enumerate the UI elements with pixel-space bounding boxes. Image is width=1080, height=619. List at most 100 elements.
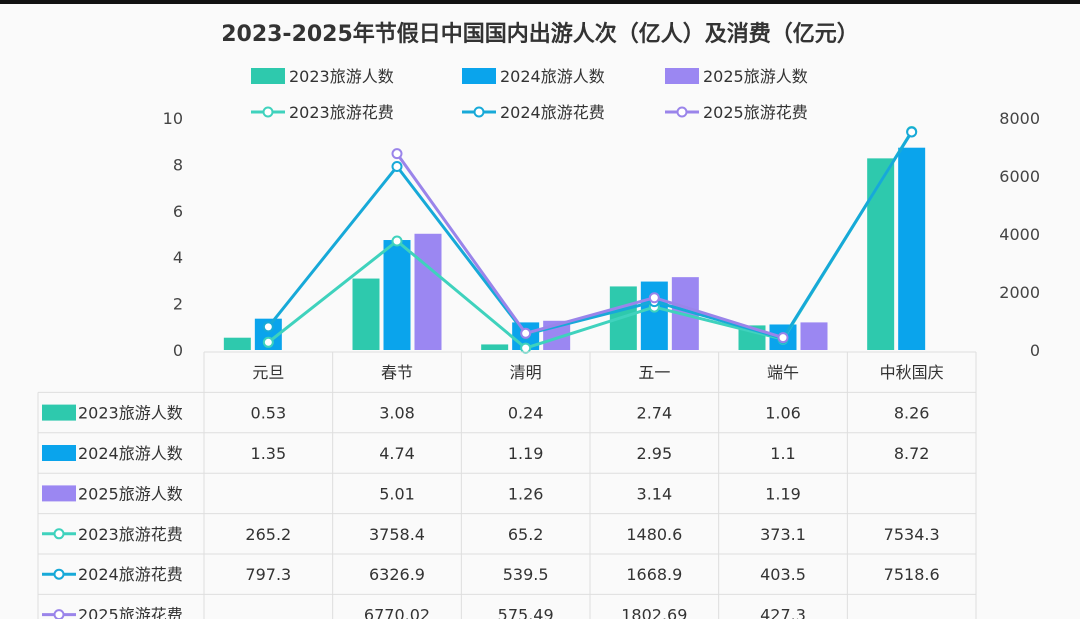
bar — [383, 240, 411, 350]
right-axis-tick: 0 — [1030, 341, 1040, 360]
table-cell: 575.49 — [498, 606, 554, 619]
row-swatch-marker — [53, 528, 65, 540]
table-cell: 1480.6 — [626, 525, 682, 544]
line-point — [648, 292, 660, 304]
table-cell: 427.3 — [760, 606, 806, 619]
table-cell: 373.1 — [760, 525, 806, 544]
line-series — [262, 126, 918, 354]
category-label: 五一 — [638, 363, 670, 382]
table-cell: 3.08 — [379, 404, 415, 423]
left-axis-tick: 6 — [173, 202, 183, 221]
table-cell: 6770.02 — [364, 606, 430, 619]
left-y-axis: 0 2 4 6 8 10 — [163, 109, 183, 360]
table-cell: 539.5 — [503, 565, 549, 584]
legend-swatch — [251, 68, 285, 84]
right-y-axis: 0 2000 4000 6000 8000 — [999, 109, 1040, 360]
bar — [414, 233, 442, 350]
table-cell: 797.3 — [245, 565, 291, 584]
line-point — [391, 235, 403, 247]
left-axis-tick: 4 — [173, 248, 183, 267]
table-cell: 6326.9 — [369, 565, 425, 584]
table-cell: 7534.3 — [884, 525, 940, 544]
bar — [898, 147, 926, 350]
row-series-label: 2023旅游花费 — [78, 525, 183, 544]
legend-label: 2024旅游人数 — [500, 67, 605, 86]
line-point — [906, 126, 918, 138]
row-swatch — [42, 485, 76, 502]
table-cell: 2.74 — [637, 404, 673, 423]
row-swatch — [42, 404, 76, 421]
category-label: 端午 — [767, 363, 799, 382]
chart-title: 2023-2025年节假日中国国内出游人次（亿人）及消费（亿元） — [221, 22, 859, 47]
table-cell: 1.26 — [508, 484, 544, 503]
bar — [867, 158, 895, 350]
table-cell: 265.2 — [245, 525, 291, 544]
line-point — [262, 321, 274, 333]
right-axis-tick: 6000 — [999, 167, 1040, 186]
table-cell: 1802.69 — [621, 606, 687, 619]
left-axis-tick: 0 — [173, 341, 183, 360]
table-cell: 1668.9 — [626, 565, 682, 584]
bar — [352, 278, 380, 350]
table-cell: 1.06 — [765, 404, 801, 423]
table-cell: 3758.4 — [369, 525, 425, 544]
row-series-label: 2024旅游人数 — [78, 444, 183, 463]
line-point — [391, 148, 403, 160]
bar — [640, 281, 668, 350]
table-cell: 1.19 — [765, 484, 801, 503]
table-cell: 3.14 — [637, 484, 673, 503]
data-table: 元旦 春节 清明 五一 端午 中秋国庆 2023旅游人数 0.53 3.08 0.24 2.74 1.… — [37, 351, 977, 619]
row-series-label: 2025旅游花费 — [78, 606, 183, 619]
row-series-label: 2023旅游人数 — [78, 404, 183, 423]
series-line — [395, 152, 784, 340]
left-axis-tick: 10 — [163, 109, 183, 128]
table-cell: 8.26 — [894, 404, 930, 423]
category-label: 元旦 — [252, 363, 284, 382]
table-cell: 0.53 — [251, 404, 287, 423]
table-cell: 1.35 — [251, 444, 287, 463]
series-line — [267, 131, 913, 340]
right-axis-tick: 4000 — [999, 225, 1040, 244]
legend-label: 2025旅游花费 — [703, 103, 808, 122]
line-point — [777, 332, 789, 344]
row-swatch-marker — [53, 609, 65, 619]
row-swatch-marker — [53, 568, 65, 580]
right-axis-tick: 8000 — [999, 109, 1040, 128]
left-axis-tick: 8 — [173, 155, 183, 174]
legend-swatch — [462, 68, 496, 84]
legend-label: 2025旅游人数 — [703, 67, 808, 86]
category-label: 清明 — [510, 363, 542, 382]
bar — [223, 337, 251, 350]
table-cell: 65.2 — [508, 525, 544, 544]
line-point — [391, 161, 403, 173]
table-cell: 2.95 — [637, 444, 673, 463]
row-series-label: 2024旅游花费 — [78, 565, 183, 584]
legend: 2023旅游人数 2024旅游人数 2025旅游人数 2023旅游花费 2024旅游花费… — [251, 67, 808, 122]
line-point — [520, 327, 532, 339]
table-cell: 4.74 — [379, 444, 415, 463]
table-cell: 7518.6 — [884, 565, 940, 584]
legend-swatch-marker — [473, 106, 485, 118]
category-label: 中秋国庆 — [880, 363, 944, 382]
left-axis-tick: 2 — [173, 295, 183, 314]
table-cell: 5.01 — [379, 484, 415, 503]
legend-swatch-marker — [676, 106, 688, 118]
table-cell: 1.1 — [770, 444, 795, 463]
table-cell: 1.19 — [508, 444, 544, 463]
legend-label: 2024旅游花费 — [500, 103, 605, 122]
right-axis-tick: 2000 — [999, 283, 1040, 302]
row-swatch — [42, 445, 76, 461]
table-cell: 0.24 — [508, 404, 544, 423]
row-series-label: 2025旅游人数 — [78, 484, 183, 503]
legend-label: 2023旅游人数 — [289, 67, 394, 86]
legend-swatch-marker — [262, 106, 274, 118]
table-cell: 403.5 — [760, 565, 806, 584]
top-edge-bar — [0, 0, 1080, 4]
line-point — [262, 336, 274, 348]
line-point — [520, 342, 532, 354]
legend-label: 2023旅游花费 — [289, 103, 394, 122]
table-cell: 8.72 — [894, 444, 930, 463]
bar — [800, 322, 828, 350]
legend-swatch — [665, 68, 699, 84]
